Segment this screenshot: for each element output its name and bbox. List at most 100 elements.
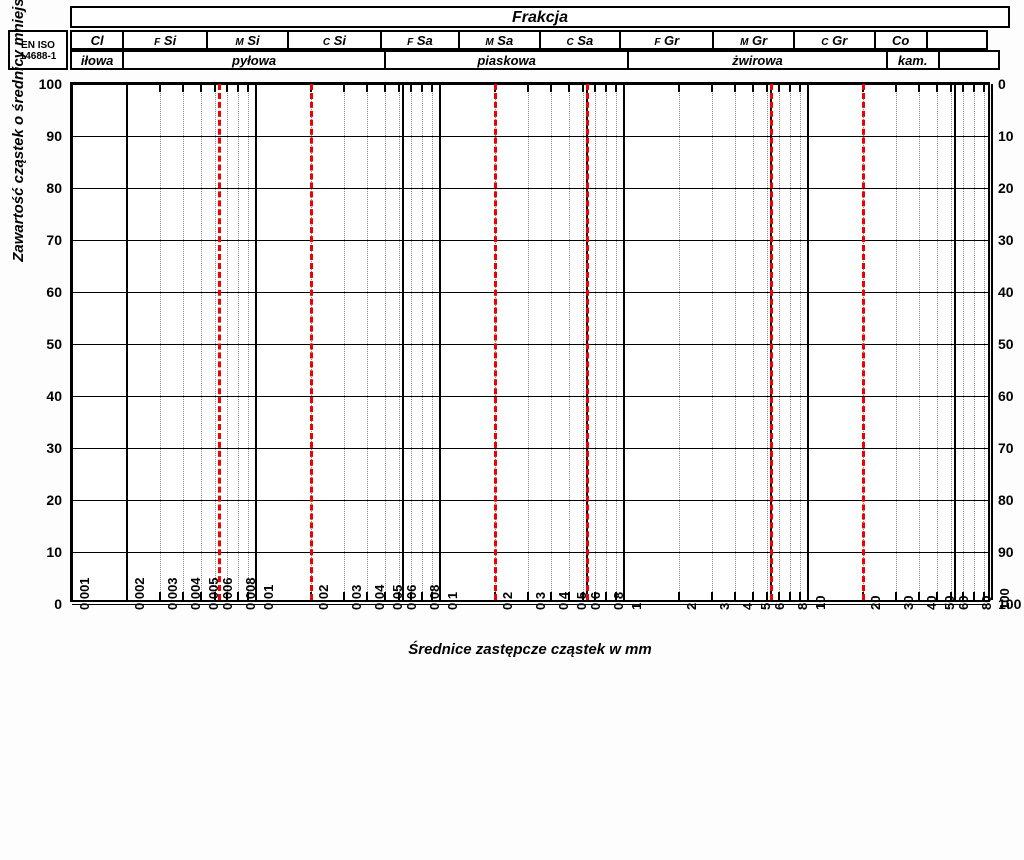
tick xyxy=(605,592,607,600)
x-tick-label: 2 xyxy=(684,603,699,610)
tick xyxy=(421,592,423,600)
gridline-vertical-minor xyxy=(951,84,952,600)
gridline-vertical-minor xyxy=(183,84,184,600)
header-row-groups: iłowapyłowapiaskoważwirowakam. xyxy=(70,50,1010,70)
tick xyxy=(605,84,607,92)
gridline-vertical-minor xyxy=(679,84,680,600)
y-tick-right: 60 xyxy=(998,388,1024,404)
gridline-horizontal xyxy=(72,136,988,137)
gridline-vertical-minor xyxy=(215,84,216,600)
gridline-vertical-minor xyxy=(528,84,529,600)
x-tick-label: 0.004 xyxy=(188,577,203,610)
gridline-vertical-minor xyxy=(919,84,920,600)
y-tick-right: 0 xyxy=(998,76,1024,92)
tick xyxy=(766,592,768,600)
x-tick-label: 50 xyxy=(942,596,957,610)
y-tick-right: 80 xyxy=(998,492,1024,508)
gridline-vertical-minor xyxy=(963,84,964,600)
x-tick-label: 4 xyxy=(740,603,755,610)
gridline-vertical-decade xyxy=(439,84,441,600)
header-cell: M Gr xyxy=(712,30,795,50)
x-tick-label: 5 xyxy=(758,603,773,610)
gridline-vertical-minor xyxy=(411,84,412,600)
x-tick-label: 0.8 xyxy=(611,592,626,610)
gridline-vertical-minor xyxy=(238,84,239,600)
tick xyxy=(799,84,801,92)
gridline-vertical-minor xyxy=(937,84,938,600)
tick xyxy=(366,592,368,600)
fraction-boundary-line xyxy=(218,84,221,600)
title: Frakcja xyxy=(70,6,1010,28)
tick xyxy=(752,84,754,92)
fraction-boundary-line xyxy=(494,84,497,600)
y-tick-right: 40 xyxy=(998,284,1024,300)
gridline-horizontal xyxy=(72,188,988,189)
tick xyxy=(711,84,713,92)
header-cell: kam. xyxy=(886,50,940,70)
x-tick-label: 0.2 xyxy=(500,592,515,610)
x-tick-label: 0.3 xyxy=(533,592,548,610)
tick xyxy=(568,84,570,92)
tick xyxy=(182,592,184,600)
tick xyxy=(962,84,964,92)
x-tick-label: 30 xyxy=(901,596,916,610)
gridline-vertical-decade xyxy=(255,84,257,600)
y-tick-right: 20 xyxy=(998,180,1024,196)
x-tick-label: 60 xyxy=(956,596,971,610)
x-tick-label: 0.04 xyxy=(372,585,387,610)
x-tick-label: 0.06 xyxy=(404,585,419,610)
gridline-vertical-minor xyxy=(385,84,386,600)
y-tick-left: 50 xyxy=(32,336,62,352)
gridline-vertical-minor xyxy=(367,84,368,600)
y-tick-left: 100 xyxy=(32,76,62,92)
gridline-vertical-minor xyxy=(551,84,552,600)
tick xyxy=(550,84,552,92)
gridline-horizontal xyxy=(72,292,988,293)
x-tick-label: 1 xyxy=(629,603,644,610)
x-tick-label: 80 xyxy=(979,596,994,610)
x-tick-label: 0.006 xyxy=(220,577,235,610)
tick xyxy=(678,84,680,92)
header-cell: F Si xyxy=(122,30,208,50)
gridline-horizontal xyxy=(72,552,988,553)
gridline-horizontal xyxy=(72,344,988,345)
x-tick-label: 0.02 xyxy=(316,585,331,610)
gridline-vertical-minor xyxy=(201,84,202,600)
header-cell: C Gr xyxy=(793,30,876,50)
header-cell: Co xyxy=(874,30,928,50)
tick xyxy=(895,592,897,600)
tick xyxy=(247,84,249,92)
gridline-vertical-minor xyxy=(595,84,596,600)
x-tick-label: 3 xyxy=(717,603,732,610)
header-cell xyxy=(926,30,988,50)
gridline-vertical-minor xyxy=(974,84,975,600)
tick xyxy=(398,84,400,92)
tick xyxy=(343,84,345,92)
y-tick-left: 40 xyxy=(32,388,62,404)
header-cell: M Si xyxy=(206,30,289,50)
tick xyxy=(918,592,920,600)
tick xyxy=(594,84,596,92)
gridline-horizontal xyxy=(72,240,988,241)
x-tick-label: 0.5 xyxy=(574,592,589,610)
fraction-boundary-line xyxy=(770,84,773,600)
header-cell: Cl xyxy=(70,30,124,50)
x-tick-label: 0.01 xyxy=(261,585,276,610)
tick xyxy=(766,84,768,92)
tick xyxy=(778,592,780,600)
tick xyxy=(159,592,161,600)
y-tick-left: 90 xyxy=(32,128,62,144)
gridline-vertical-major xyxy=(126,84,128,600)
tick xyxy=(936,84,938,92)
x-tick-label: 10 xyxy=(813,596,828,610)
tick xyxy=(410,84,412,92)
gridline-vertical-minor xyxy=(712,84,713,600)
tick xyxy=(895,84,897,92)
y-tick-left: 10 xyxy=(32,544,62,560)
header-cell: piaskowa xyxy=(384,50,629,70)
tick xyxy=(734,592,736,600)
x-tick-label: 0.4 xyxy=(556,592,571,610)
y-tick-left: 80 xyxy=(32,180,62,196)
x-tick-label: 0.08 xyxy=(427,585,442,610)
tick xyxy=(973,84,975,92)
